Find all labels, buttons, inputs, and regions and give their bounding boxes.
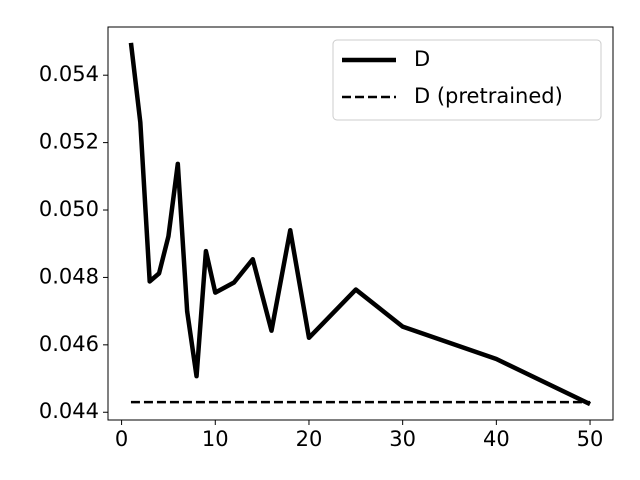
data-line — [128, 42, 592, 407]
x-tick-label: 0 — [115, 427, 128, 451]
x-tick-label: 10 — [202, 427, 229, 451]
y-tick-label: 0.044 — [39, 399, 99, 423]
plot-frame — [107, 26, 614, 421]
y-tick-label: 0.052 — [39, 130, 99, 154]
legend-label: D — [414, 47, 430, 71]
x-tick-label: 30 — [389, 427, 416, 451]
x-tick-label: 20 — [296, 427, 323, 451]
x-tick-label: 40 — [483, 427, 510, 451]
x-tick-label: 50 — [577, 427, 604, 451]
y-tick-label: 0.046 — [39, 332, 99, 356]
legend-label: D (pretrained) — [414, 84, 563, 108]
y-tick-label: 0.054 — [39, 62, 99, 86]
legend-box — [332, 39, 602, 121]
y-tick-label: 0.048 — [39, 264, 99, 288]
y-tick-label: 0.050 — [39, 197, 99, 221]
